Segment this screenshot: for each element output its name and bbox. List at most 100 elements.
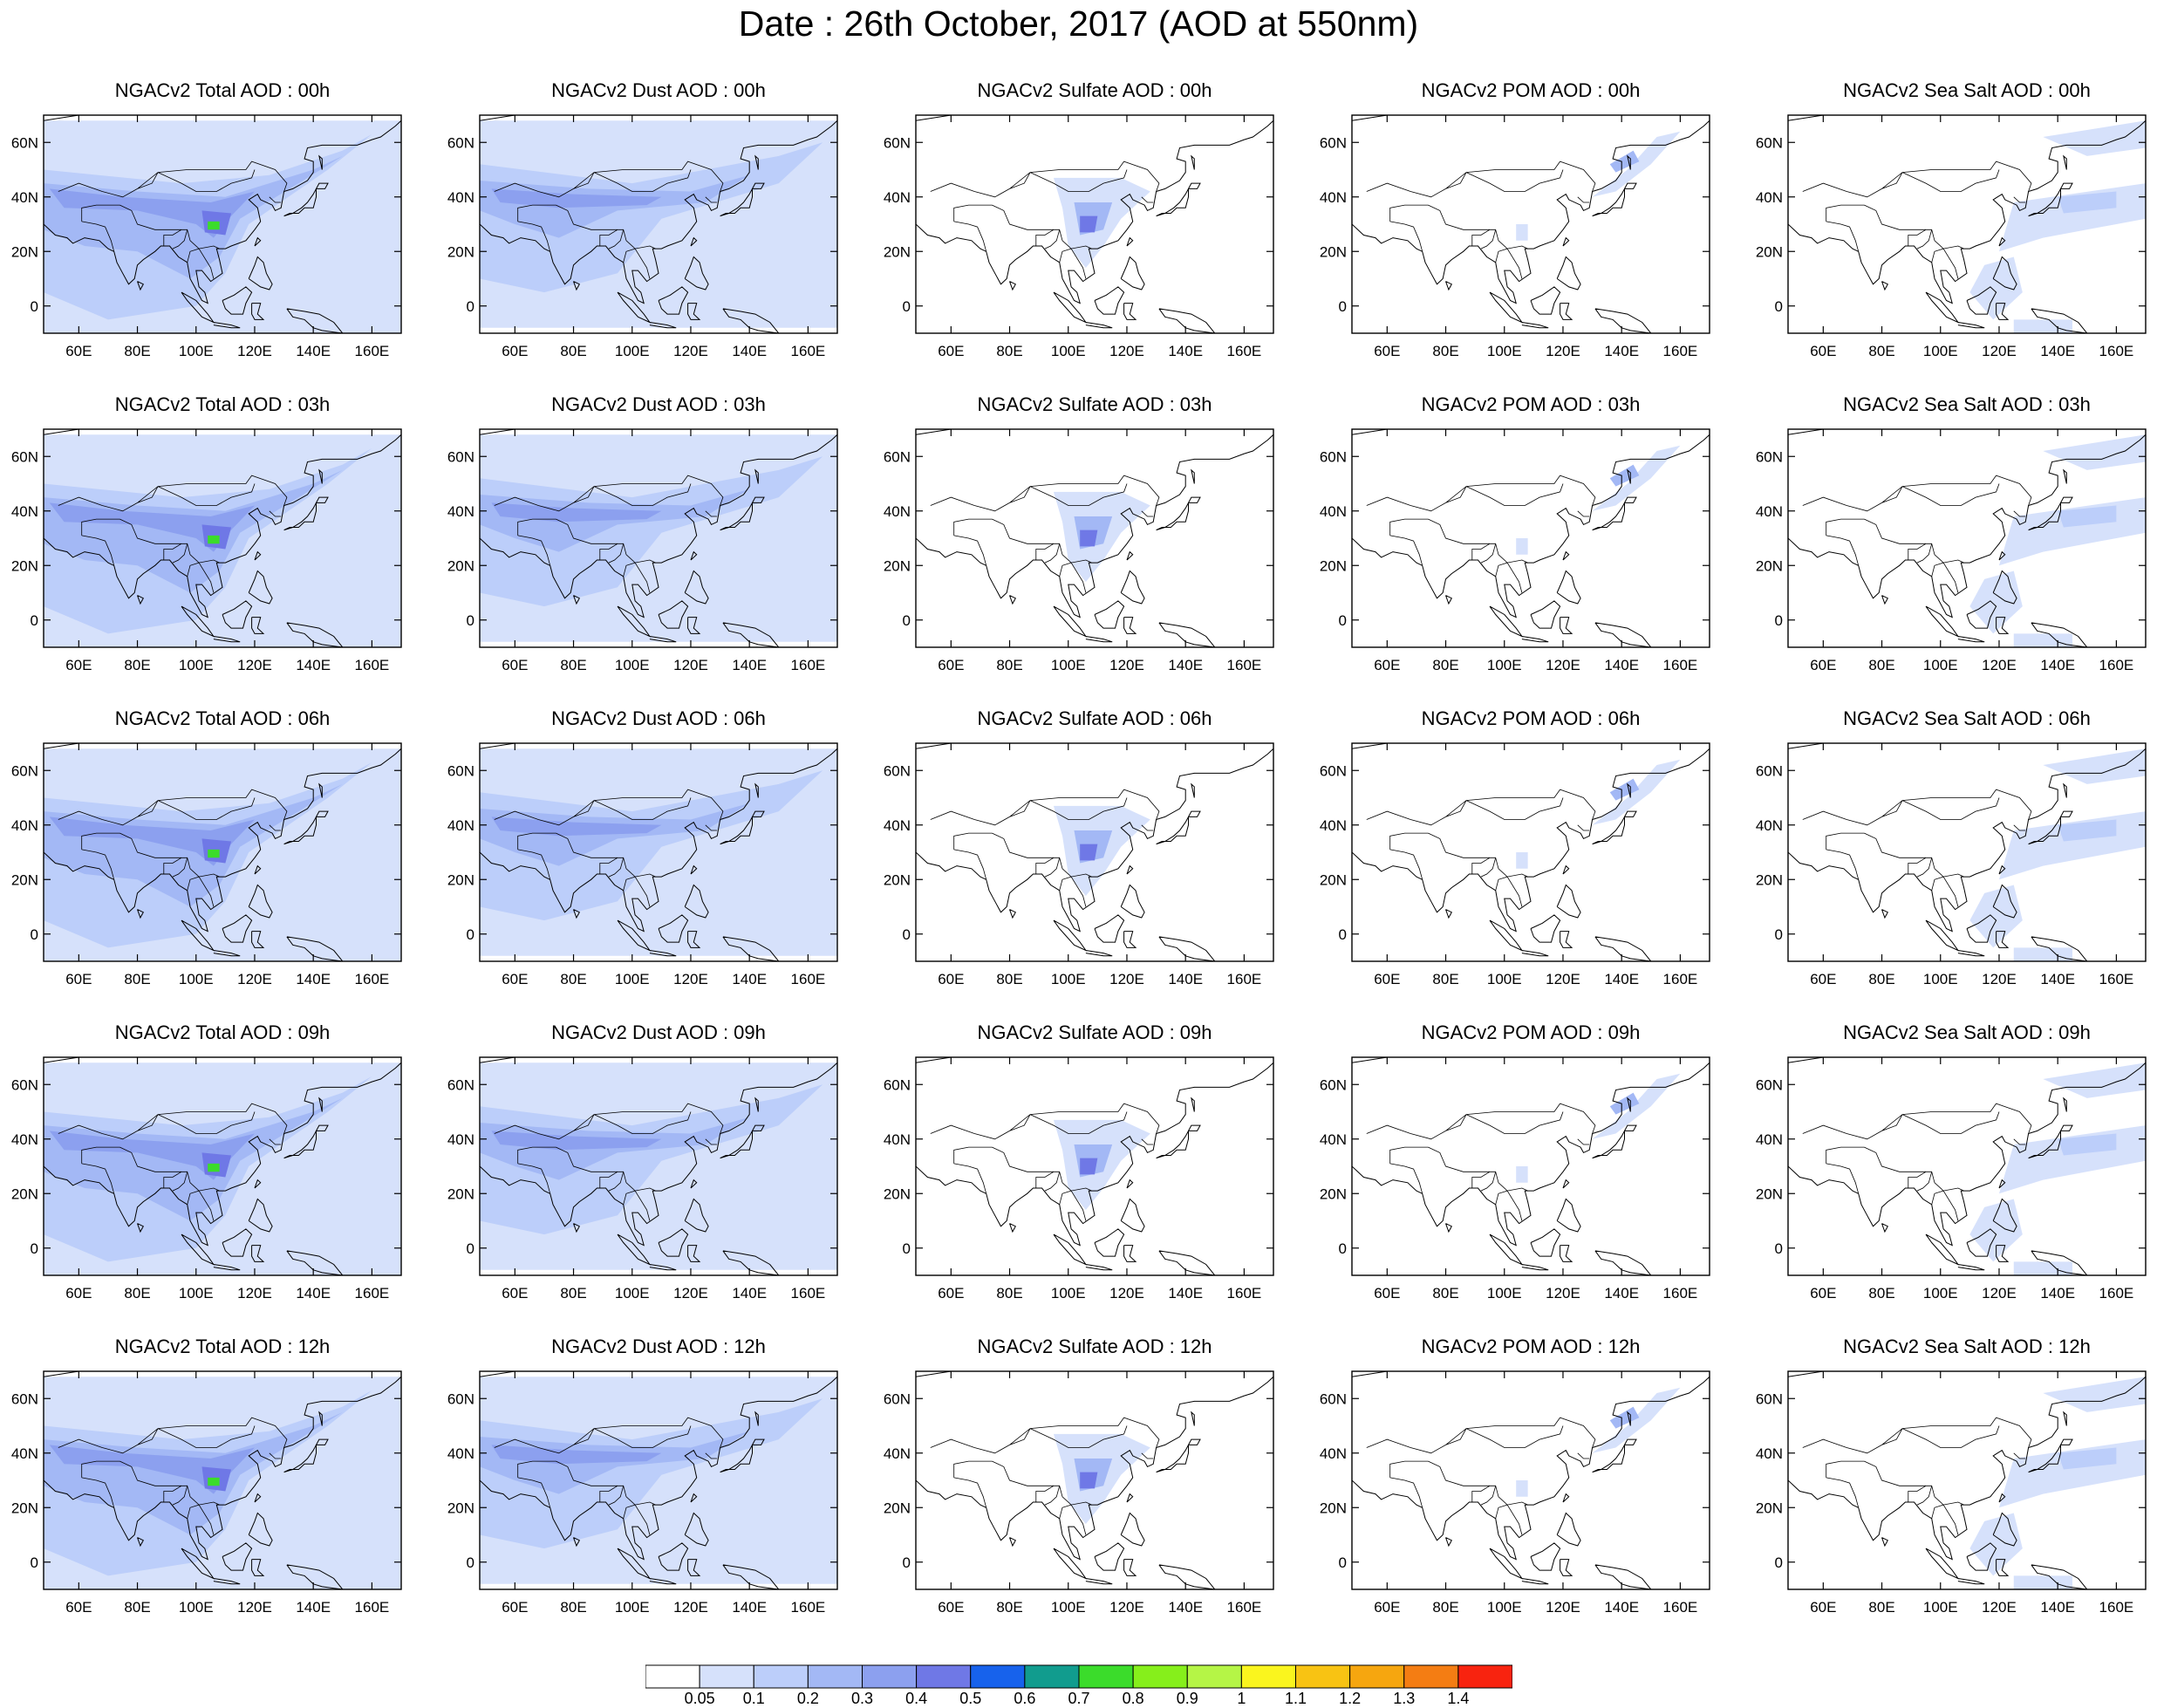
lon-tick-label: 80E — [124, 971, 150, 987]
lat-tick-label: 0 — [467, 926, 474, 943]
lat-tick-label: 60N — [884, 1076, 911, 1093]
lat-tick-label: 20N — [1756, 243, 1783, 260]
colorbar-label: 0.2 — [796, 1690, 819, 1707]
coastline — [1788, 429, 2146, 647]
lat-tick-label: 60N — [884, 762, 911, 779]
plot-frame — [479, 114, 838, 334]
aod-contour — [208, 221, 220, 230]
lon-tick-label: 140E — [296, 1599, 331, 1616]
panel-title: NGACv2 POM AOD : 00h — [1421, 79, 1641, 101]
map-plot: 60E 80E 100E 120E 140E 160E 60N 40N 20N 0 — [884, 114, 1274, 359]
lon-tick-label: 60E — [1810, 343, 1836, 359]
colorbar-swatch — [1403, 1664, 1459, 1689]
lon-tick-label: 100E — [1051, 1285, 1086, 1301]
aod-contour — [1592, 1387, 1681, 1453]
lat-tick-label: 0 — [31, 1554, 38, 1571]
lat-tick-label: 0 — [903, 1554, 911, 1571]
lat-tick-label: 0 — [1775, 612, 1783, 629]
aod-contour — [1592, 759, 1681, 825]
lat-tick-label: 20N — [1756, 871, 1783, 888]
map-panel: NGACv2 Sulfate AOD : 12h 60E 80E 100E 120E 14… — [872, 1335, 1282, 1623]
lat-tick-label: 60N — [884, 1390, 911, 1407]
lon-tick-label: 120E — [1982, 1285, 2017, 1301]
lon-tick-label: 120E — [1982, 1599, 2017, 1616]
lon-tick-label: 100E — [1923, 1285, 1958, 1301]
aod-contour — [2013, 1575, 2072, 1589]
map-panel: NGACv2 Sulfate AOD : 00h 60E 80E 100E 120E 14… — [872, 79, 1282, 366]
aod-contour — [1080, 1472, 1098, 1489]
plot-frame — [1351, 742, 1710, 962]
aod-field — [480, 743, 837, 961]
plot-frame — [43, 1370, 402, 1590]
lat-tick-label: 20N — [884, 243, 911, 260]
country-borders — [58, 1417, 288, 1535]
colorbar-swatch — [1240, 1664, 1296, 1689]
plot-frame — [1787, 1056, 2147, 1276]
aod-field — [1788, 743, 2146, 961]
lat-tick-label: 60N — [11, 134, 38, 151]
colorbar-label: 1 — [1237, 1690, 1246, 1707]
lat-tick-label: 0 — [1339, 1240, 1347, 1257]
lon-tick-label: 80E — [124, 657, 150, 673]
lon-tick-label: 100E — [615, 971, 650, 987]
lat-tick-label: 40N — [884, 189, 911, 206]
aod-field — [916, 1057, 1273, 1275]
aod-contour — [208, 849, 220, 858]
lon-tick-label: 60E — [65, 657, 92, 673]
aod-field — [44, 115, 401, 333]
lat-tick-label: 20N — [884, 557, 911, 574]
lat-tick-label: 40N — [1756, 1131, 1783, 1148]
coastline — [1352, 115, 1710, 333]
map-plot: 60E 80E 100E 120E 140E 160E 60N 40N 20N 0 — [884, 742, 1274, 987]
lon-tick-label: 140E — [1604, 1285, 1639, 1301]
coastline — [1352, 1057, 1710, 1275]
lon-tick-label: 100E — [179, 971, 214, 987]
lon-tick-label: 60E — [1810, 971, 1836, 987]
colorbar-swatch — [1457, 1664, 1512, 1689]
aod-field — [44, 1371, 401, 1589]
coastline — [44, 429, 401, 647]
lon-tick-label: 100E — [1487, 343, 1522, 359]
lon-tick-label: 160E — [1663, 1285, 1698, 1301]
lon-tick-label: 100E — [179, 657, 214, 673]
panel-title: NGACv2 Total AOD : 06h — [114, 707, 331, 729]
lon-tick-label: 60E — [1374, 1285, 1400, 1301]
lon-tick-label: 140E — [732, 657, 767, 673]
lon-tick-label: 100E — [615, 1285, 650, 1301]
panel-title: NGACv2 Sea Salt AOD : 03h — [1843, 393, 2091, 415]
colorbar-label: 0.3 — [850, 1690, 874, 1707]
colorbar-label: 0.6 — [1014, 1690, 1036, 1707]
lon-tick-label: 80E — [1868, 657, 1894, 673]
lon-tick-label: 120E — [1982, 971, 2017, 987]
aod-field — [1788, 429, 2146, 647]
aod-contour — [491, 1445, 662, 1465]
coastline — [1788, 115, 2146, 333]
country-borders — [1366, 789, 1596, 907]
lon-tick-label: 120E — [673, 1285, 708, 1301]
lon-tick-label: 140E — [2040, 657, 2075, 673]
lat-tick-label: 20N — [1320, 1185, 1347, 1202]
lat-tick-label: 0 — [1339, 926, 1347, 943]
map-panel: NGACv2 POM AOD : 09h 60E 80E 100E 120E 140E 16… — [1308, 1021, 1718, 1308]
country-borders — [1366, 161, 1596, 279]
colorbar-swatch — [753, 1664, 809, 1689]
lon-tick-label: 160E — [1227, 657, 1262, 673]
map-panel: NGACv2 Sea Salt AOD : 03h 60E 80E 100E 120E 1… — [1744, 393, 2154, 680]
lon-tick-label: 140E — [1168, 971, 1203, 987]
aod-contour — [2013, 319, 2072, 333]
lon-tick-label: 160E — [791, 1599, 826, 1616]
panel-title: NGACv2 Sea Salt AOD : 00h — [1843, 79, 2091, 101]
aod-contour — [480, 803, 750, 866]
plot-frame — [479, 428, 838, 648]
aod-contour — [1516, 852, 1528, 869]
lon-tick-label: 80E — [1432, 971, 1458, 987]
lon-tick-label: 60E — [938, 343, 964, 359]
aod-contour — [49, 188, 255, 238]
lon-tick-label: 60E — [938, 971, 964, 987]
map-plot: 60E 80E 100E 120E 140E 160E 60N 40N 20N 0 — [447, 1370, 838, 1616]
lon-tick-label: 120E — [237, 971, 272, 987]
lon-tick-label: 160E — [2099, 1285, 2134, 1301]
lon-tick-label: 140E — [2040, 1285, 2075, 1301]
lat-tick-label: 40N — [884, 503, 911, 520]
aod-contour — [2013, 1261, 2072, 1275]
